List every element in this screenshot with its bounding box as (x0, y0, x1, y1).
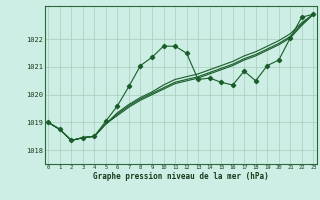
X-axis label: Graphe pression niveau de la mer (hPa): Graphe pression niveau de la mer (hPa) (93, 172, 269, 181)
